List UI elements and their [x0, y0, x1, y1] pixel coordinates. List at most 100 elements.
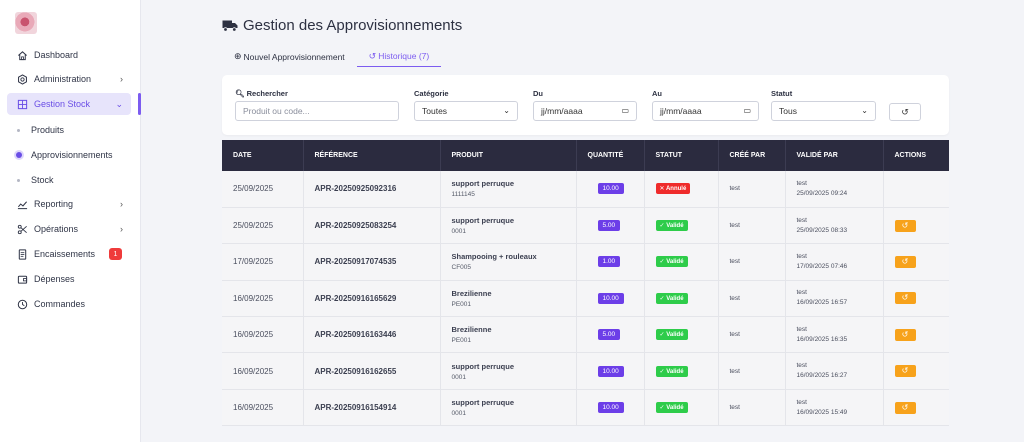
table-row[interactable]: 16/09/2025 APR-20250916163446 Brezilienne P… [222, 316, 949, 353]
quantity-cell: 5.00 [576, 207, 645, 244]
product-cell: support perruque 0001 [440, 207, 577, 244]
actions-cell: ↺ [883, 244, 949, 280]
chevron-down-icon: ⌄ [861, 106, 868, 115]
validated-by-user: test [796, 252, 807, 260]
bullet-icon [16, 152, 22, 158]
settings-icon [16, 73, 28, 85]
from-date-value: jj/mm/aaaa [541, 106, 583, 116]
column-header[interactable]: RÉFÉRENCE [303, 140, 441, 171]
tab-bar: ⊕ Nouvel Approvisionnement ↺ Historique … [222, 46, 442, 68]
sidebar-subitem-stock[interactable]: Stock [17, 175, 54, 185]
table-row[interactable]: 17/09/2025 APR-20250917074535 Shampooing +… [222, 243, 949, 281]
revert-button[interactable]: ↺ [894, 401, 916, 414]
sidebar-item-administration[interactable]: Administration › [7, 68, 131, 90]
actions-cell: ↺ [883, 353, 949, 389]
sidebar-subitem-approvisionnements[interactable]: Approvisionnements [16, 150, 113, 160]
revert-button[interactable]: ↺ [894, 219, 916, 232]
status-badge: ✓ Validé [655, 256, 688, 268]
product-cell: support perruque 0001 [440, 389, 577, 426]
sidebar-item-commandes[interactable]: Commandes [7, 293, 131, 315]
validated-by-user: test [796, 289, 807, 297]
validated-by-cell: test 16/09/2025 16:35 [785, 316, 884, 353]
date-cell: 16/09/2025 [222, 352, 304, 390]
table-row[interactable]: 25/09/2025 APR-20250925092316 support perr… [222, 171, 949, 208]
tab-historique[interactable]: ↺ Historique (7) [356, 46, 442, 67]
actions-cell [883, 171, 949, 207]
sidebar-item-label: Dashboard [34, 50, 79, 60]
quantity-badge: 10.00 [597, 292, 624, 304]
to-date-input[interactable]: jj/mm/aaaa ▭ [652, 101, 759, 121]
column-header[interactable]: QUANTITÉ [576, 140, 645, 171]
sidebar-subitem-produits[interactable]: Produits [17, 125, 64, 135]
created-by-cell: test [718, 352, 786, 390]
validated-by-cell: test 25/09/2025 08:33 [785, 207, 884, 244]
status-badge: ✓ Validé [655, 365, 688, 377]
validated-by-cell: test 25/09/2025 09:24 [785, 171, 884, 208]
column-header[interactable]: VALIDÉ PAR [785, 140, 884, 171]
quantity-badge: 5.00 [597, 220, 621, 232]
clock-icon [16, 298, 28, 310]
sidebar-item-label: Dépenses [34, 274, 75, 284]
table-row[interactable]: 25/09/2025 APR-20250925083254 support perr… [222, 207, 949, 244]
product-cell: Brezilienne PE001 [440, 316, 577, 353]
reference-cell: APR-20250925092316 [303, 171, 441, 208]
date-cell: 16/09/2025 [222, 389, 304, 426]
date-cell: 16/09/2025 [222, 316, 304, 353]
column-header[interactable]: STATUT [644, 140, 719, 171]
bullet-icon [17, 128, 20, 132]
calendar-icon: ▭ [621, 106, 629, 115]
sidebar-item-label: Gestion Stock [34, 99, 91, 109]
undo-icon: ↺ [901, 293, 909, 303]
from-date-label: Du [533, 89, 543, 98]
reset-filters-button[interactable]: ↺ [889, 103, 921, 121]
sidebar-item-operations[interactable]: Opérations › [7, 218, 131, 240]
status-select[interactable]: Tous ⌄ [771, 101, 876, 121]
revert-button[interactable]: ↺ [894, 292, 916, 305]
category-select[interactable]: Toutes ⌄ [414, 101, 518, 121]
history-table: DATE RÉFÉRENCE PRODUIT QUANTITÉ STATUT C… [222, 140, 949, 426]
status-badge: ✕ Annulé [655, 183, 691, 195]
truck-icon [222, 20, 238, 32]
from-date-input[interactable]: jj/mm/aaaa ▭ [533, 101, 637, 121]
chevron-right-icon: › [120, 224, 123, 234]
product-code: 0001 [451, 410, 466, 418]
undo-icon: ↺ [901, 402, 909, 412]
sidebar-item-gestion-stock[interactable]: Gestion Stock ⌄ [7, 93, 131, 115]
sidebar-item-reporting[interactable]: Reporting › [7, 193, 131, 215]
scissors-icon [16, 223, 28, 235]
sidebar-item-encaissements[interactable]: Encaissements 1 [7, 243, 131, 265]
status-cell: ✓ Validé [644, 280, 719, 317]
revert-button[interactable]: ↺ [894, 365, 916, 378]
quantity-cell: 10.00 [576, 389, 645, 426]
table-row[interactable]: 16/09/2025 APR-20250916165629 Brezilienne P… [222, 280, 949, 317]
reference-cell: APR-20250916163446 [303, 316, 441, 353]
notification-badge: 1 [109, 248, 122, 260]
column-header[interactable]: ACTIONS [894, 152, 927, 159]
sidebar-item-dashboard[interactable]: Dashboard [7, 44, 131, 66]
revert-button[interactable]: ↺ [894, 255, 916, 268]
tab-label: Nouvel Approvisionnement [243, 51, 345, 62]
product-name: Brezilienne [451, 325, 492, 335]
status-value: Tous [779, 106, 797, 116]
created-by-cell: test [718, 207, 786, 244]
product-code: PE001 [451, 300, 472, 308]
tab-nouvel-approvisionnement[interactable]: ⊕ Nouvel Approvisionnement [222, 46, 357, 67]
quantity-cell: 1.00 [576, 243, 645, 281]
reference-cell: APR-20250917074535 [303, 243, 441, 281]
quantity-badge: 5.00 [597, 329, 621, 341]
table-row[interactable]: 16/09/2025 APR-20250916162655 support perr… [222, 352, 949, 390]
column-header[interactable]: PRODUIT [440, 140, 577, 171]
sidebar-item-depenses[interactable]: Dépenses [7, 268, 131, 290]
chart-icon [16, 198, 28, 210]
search-input[interactable]: Produit ou code... [235, 101, 399, 121]
page-title: Gestion des Approvisionnements [243, 17, 463, 34]
column-header[interactable]: CRÉÉ PAR [718, 140, 786, 171]
avatar[interactable] [15, 12, 37, 34]
bullet-icon [17, 178, 20, 182]
table-row[interactable]: 16/09/2025 APR-20250916154914 support perr… [222, 389, 949, 426]
product-cell: Brezilienne PE001 [440, 280, 577, 317]
revert-button[interactable]: ↺ [894, 328, 916, 341]
product-code: PE001 [451, 337, 472, 345]
sidebar-item-label: Commandes [34, 299, 86, 309]
column-header[interactable]: DATE [222, 140, 304, 171]
